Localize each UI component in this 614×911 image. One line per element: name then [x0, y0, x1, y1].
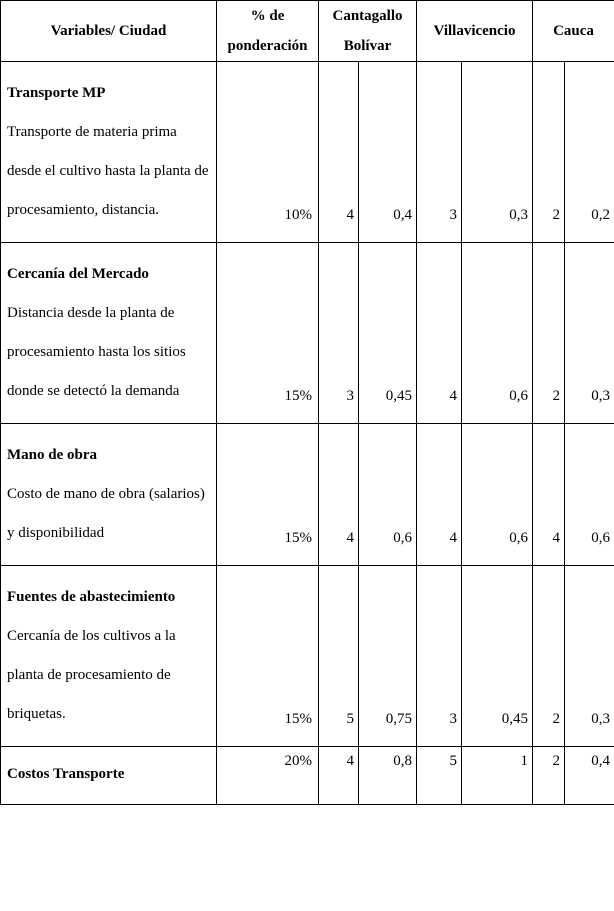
table-row: Fuentes de abastecimiento Cercanía de los…	[1, 566, 614, 747]
variable-title: Transporte MP	[7, 85, 105, 101]
factors-table: Variables/ Ciudad % de ponderación Canta…	[0, 0, 614, 805]
c3-weighted: 0,3	[565, 243, 614, 424]
c2-weighted: 1	[462, 747, 533, 805]
c1-weighted: 0,4	[359, 62, 417, 243]
c2-score: 3	[417, 62, 462, 243]
variable-desc: Distancia desde la planta de procesamien…	[7, 305, 186, 399]
c1-weighted: 0,45	[359, 243, 417, 424]
header-ponderacion: % de ponderación	[217, 1, 319, 62]
variable-desc: Cercanía de los cultivos a la planta de …	[7, 628, 176, 722]
c1-score: 4	[319, 424, 359, 566]
c3-weighted: 0,2	[565, 62, 614, 243]
header-variable: Variables/ Ciudad	[1, 1, 217, 62]
variable-cell: Cercanía del Mercado Distancia desde la p…	[1, 243, 217, 424]
variable-cell: Transporte MP Transporte de materia prima…	[1, 62, 217, 243]
c3-weighted: 0,4	[565, 747, 614, 805]
c3-score: 2	[533, 747, 565, 805]
c1-score: 4	[319, 747, 359, 805]
c2-weighted: 0,3	[462, 62, 533, 243]
ponderacion-cell: 15%	[217, 566, 319, 747]
ponderacion-cell: 20%	[217, 747, 319, 805]
header-variable-text: Variables/ Ciudad	[51, 23, 167, 39]
c3-score: 2	[533, 243, 565, 424]
variable-desc: Transporte de materia prima desde el cul…	[7, 124, 209, 218]
table-row: Costos Transporte 20%40,85120,4	[1, 747, 614, 805]
header-city2: Villavicencio	[417, 1, 533, 62]
ponderacion-cell: 10%	[217, 62, 319, 243]
header-city1-line1: Cantagallo	[333, 8, 403, 24]
variable-cell: Fuentes de abastecimiento Cercanía de los…	[1, 566, 217, 747]
variable-desc: Costo de mano de obra (salarios) y dispo…	[7, 486, 205, 541]
c1-weighted: 0,75	[359, 566, 417, 747]
c1-score: 4	[319, 62, 359, 243]
header-city2-text: Villavicencio	[434, 23, 516, 39]
header-pond-line1: % de	[251, 8, 285, 24]
table-row: Transporte MP Transporte de materia prima…	[1, 62, 614, 243]
ponderacion-cell: 15%	[217, 424, 319, 566]
c2-score: 4	[417, 243, 462, 424]
c3-score: 2	[533, 566, 565, 747]
variable-title: Cercanía del Mercado	[7, 266, 149, 282]
c2-score: 4	[417, 424, 462, 566]
table-row: Mano de obra Costo de mano de obra (salar…	[1, 424, 614, 566]
c2-weighted: 0,6	[462, 424, 533, 566]
table-row: Cercanía del Mercado Distancia desde la p…	[1, 243, 614, 424]
header-city1-line2: Bolívar	[344, 38, 392, 54]
c1-weighted: 0,6	[359, 424, 417, 566]
c3-weighted: 0,3	[565, 566, 614, 747]
c1-score: 5	[319, 566, 359, 747]
c2-weighted: 0,6	[462, 243, 533, 424]
c3-score: 2	[533, 62, 565, 243]
c1-weighted: 0,8	[359, 747, 417, 805]
c2-score: 5	[417, 747, 462, 805]
variable-cell: Mano de obra Costo de mano de obra (salar…	[1, 424, 217, 566]
c2-weighted: 0,45	[462, 566, 533, 747]
header-row: Variables/ Ciudad % de ponderación Canta…	[1, 1, 614, 62]
c3-weighted: 0,6	[565, 424, 614, 566]
table-body: Transporte MP Transporte de materia prima…	[1, 62, 614, 805]
variable-cell: Costos Transporte	[1, 747, 217, 805]
c3-score: 4	[533, 424, 565, 566]
header-city3: Cauca	[533, 1, 614, 62]
header-pond-line2: ponderación	[227, 38, 307, 54]
c1-score: 3	[319, 243, 359, 424]
variable-title: Mano de obra	[7, 447, 97, 463]
header-city1: Cantagallo Bolívar	[319, 1, 417, 62]
header-city3-text: Cauca	[553, 23, 594, 39]
variable-title: Costos Transporte	[7, 766, 124, 782]
ponderacion-cell: 15%	[217, 243, 319, 424]
c2-score: 3	[417, 566, 462, 747]
variable-title: Fuentes de abastecimiento	[7, 589, 175, 605]
